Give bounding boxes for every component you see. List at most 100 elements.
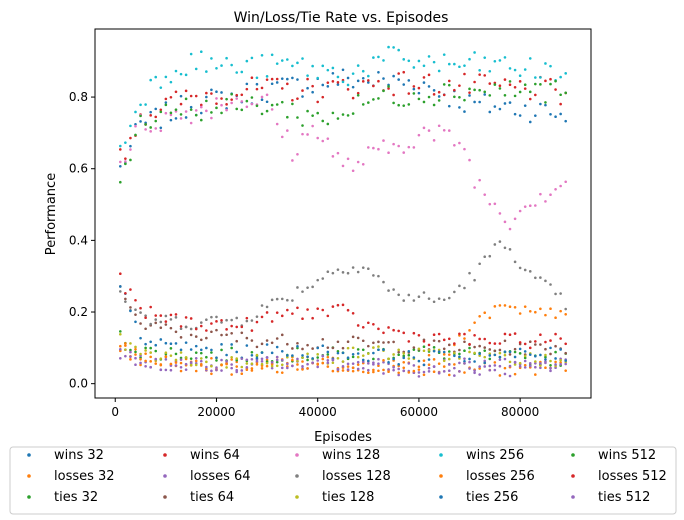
data-point — [306, 343, 309, 347]
data-point — [544, 347, 547, 351]
data-point — [321, 361, 325, 365]
data-point — [174, 69, 178, 73]
data-point — [377, 327, 380, 331]
data-point — [311, 285, 314, 289]
data-point — [407, 357, 411, 360]
data-point — [321, 357, 325, 361]
data-point — [382, 348, 385, 351]
data-point — [286, 58, 289, 61]
data-point — [149, 322, 152, 326]
data-point — [488, 254, 492, 258]
data-point — [392, 357, 395, 361]
data-point — [139, 120, 142, 123]
data-point — [377, 345, 380, 348]
data-point — [468, 350, 471, 354]
data-point — [377, 274, 380, 278]
data-point — [286, 342, 289, 346]
y-tick-label: 0.8 — [69, 90, 88, 104]
data-point — [265, 93, 269, 97]
data-point — [210, 351, 213, 354]
data-point — [392, 328, 395, 332]
data-point — [245, 358, 249, 362]
data-point — [427, 129, 431, 132]
data-point — [321, 95, 325, 99]
data-point — [564, 119, 567, 123]
data-point — [286, 308, 289, 312]
data-point — [407, 92, 411, 95]
data-point — [463, 332, 466, 336]
data-point — [164, 75, 168, 79]
data-point — [119, 180, 122, 184]
data-point — [280, 358, 284, 362]
data-point — [458, 355, 461, 359]
data-point — [301, 95, 304, 98]
data-point — [194, 344, 198, 348]
data-point — [372, 322, 375, 326]
data-point — [336, 349, 340, 353]
data-point — [280, 297, 284, 301]
data-point — [361, 325, 365, 329]
data-point — [442, 53, 446, 56]
data-point — [245, 59, 249, 63]
data-point — [447, 343, 451, 347]
data-point — [422, 126, 426, 130]
data-point — [286, 298, 289, 302]
data-point — [205, 99, 208, 103]
data-point — [134, 350, 137, 354]
data-point — [174, 352, 178, 356]
data-point — [260, 112, 264, 116]
data-point — [458, 352, 461, 356]
data-point — [387, 361, 390, 364]
data-point — [407, 293, 411, 297]
data-point — [534, 204, 537, 207]
data-point — [437, 69, 441, 73]
data-point — [437, 90, 441, 94]
data-point — [554, 292, 557, 296]
data-point — [311, 114, 314, 117]
data-point — [134, 124, 137, 128]
data-point — [235, 316, 239, 320]
data-point — [280, 135, 284, 139]
data-point — [412, 87, 416, 91]
data-point — [270, 361, 274, 364]
data-point — [286, 115, 289, 119]
data-point — [159, 326, 163, 330]
data-point — [392, 288, 395, 291]
data-point — [432, 358, 436, 361]
data-point — [134, 298, 137, 302]
data-point — [250, 76, 254, 80]
data-point — [265, 75, 269, 78]
data-point — [164, 101, 168, 104]
data-point — [539, 353, 542, 357]
data-point — [387, 368, 390, 371]
data-point — [119, 160, 122, 164]
data-point — [351, 169, 355, 173]
data-point — [129, 355, 132, 358]
data-point — [422, 64, 426, 68]
data-point — [205, 346, 208, 350]
data-point — [402, 299, 406, 302]
data-point — [265, 358, 269, 362]
data-point — [189, 105, 193, 109]
data-point — [483, 365, 487, 368]
data-point — [149, 346, 152, 350]
data-point — [493, 349, 497, 353]
data-point — [124, 297, 127, 301]
data-point — [331, 111, 335, 115]
data-point — [498, 212, 502, 215]
data-point — [316, 307, 319, 310]
data-point — [215, 106, 218, 110]
legend-marker — [295, 474, 299, 478]
data-point — [544, 62, 547, 65]
data-point — [367, 101, 370, 104]
data-point — [453, 363, 456, 366]
data-point — [296, 286, 299, 289]
data-point — [559, 184, 562, 188]
data-point — [417, 347, 421, 351]
data-point — [124, 160, 127, 163]
data-point — [210, 364, 213, 368]
data-point — [493, 353, 497, 357]
data-point — [554, 360, 557, 364]
data-point — [326, 358, 330, 362]
data-point — [407, 103, 411, 106]
